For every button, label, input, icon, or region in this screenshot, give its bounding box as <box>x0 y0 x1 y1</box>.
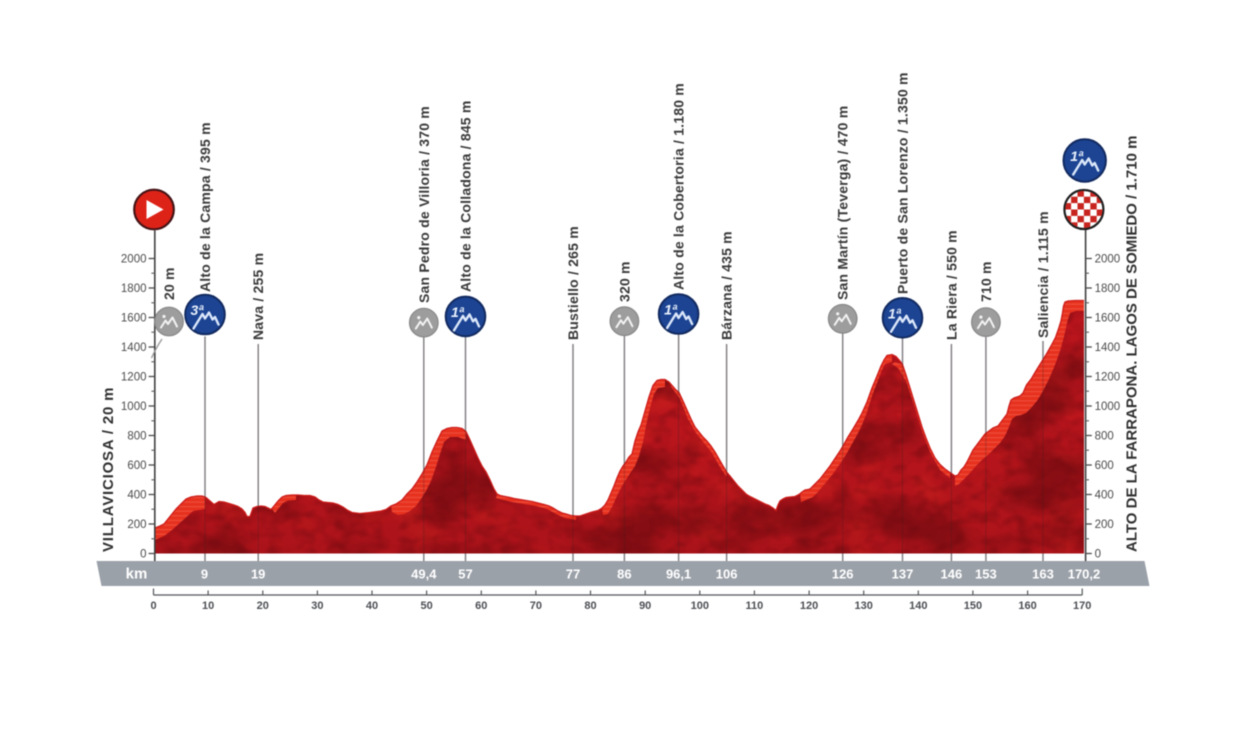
svg-text:km: km <box>126 566 148 583</box>
svg-text:San Martín (Teverga) / 470 m: San Martín (Teverga) / 470 m <box>835 106 851 300</box>
svg-text:Bárzana / 435 m: Bárzana / 435 m <box>719 231 735 340</box>
svg-text:50: 50 <box>420 600 432 612</box>
svg-text:1200: 1200 <box>1095 372 1121 384</box>
svg-text:30: 30 <box>311 600 323 612</box>
svg-text:800: 800 <box>127 431 146 443</box>
svg-text:2000: 2000 <box>1095 254 1121 266</box>
svg-text:90: 90 <box>639 600 651 612</box>
svg-text:20: 20 <box>257 600 269 612</box>
svg-text:170,2: 170,2 <box>1068 567 1101 582</box>
svg-text:126: 126 <box>832 567 854 582</box>
svg-text:1400: 1400 <box>1095 342 1121 354</box>
svg-text:153: 153 <box>975 567 997 582</box>
svg-text:800: 800 <box>1095 431 1114 443</box>
svg-text:VILLAVICIOSA / 20 m: VILLAVICIOSA / 20 m <box>100 387 117 552</box>
svg-text:19: 19 <box>251 567 265 582</box>
svg-text:Alto de la Campa / 395 m: Alto de la Campa / 395 m <box>197 122 213 292</box>
svg-text:1400: 1400 <box>121 342 147 354</box>
svg-text:Nava / 255 m: Nava / 255 m <box>250 253 266 340</box>
svg-text:Alto de la Colladona / 845 m: Alto de la Colladona / 845 m <box>458 100 474 292</box>
svg-text:160: 160 <box>1018 600 1036 612</box>
svg-text:1600: 1600 <box>1095 313 1121 325</box>
svg-text:600: 600 <box>127 460 146 472</box>
svg-text:1800: 1800 <box>121 283 147 295</box>
svg-text:400: 400 <box>127 490 146 502</box>
svg-text:La Riera / 550 m: La Riera / 550 m <box>943 230 959 340</box>
svg-text:Alto de la Cobertoria / 1.180: Alto de la Cobertoria / 1.180 m <box>671 83 687 290</box>
svg-text:1ª: 1ª <box>888 305 902 321</box>
svg-text:1ª: 1ª <box>664 302 678 318</box>
svg-text:0: 0 <box>1095 549 1101 561</box>
svg-text:100: 100 <box>691 600 709 612</box>
svg-text:57: 57 <box>458 567 472 582</box>
svg-text:106: 106 <box>716 567 738 582</box>
svg-text:77: 77 <box>566 567 580 582</box>
svg-text:49,4: 49,4 <box>411 567 437 582</box>
svg-text:10: 10 <box>202 600 214 612</box>
svg-text:3ª: 3ª <box>191 302 205 318</box>
svg-text:1800: 1800 <box>1095 283 1121 295</box>
svg-text:140: 140 <box>909 600 927 612</box>
svg-text:710 m: 710 m <box>978 261 994 302</box>
svg-text:600: 600 <box>1095 460 1114 472</box>
svg-text:163: 163 <box>1032 567 1054 582</box>
svg-text:40: 40 <box>366 600 378 612</box>
svg-text:200: 200 <box>1095 519 1114 531</box>
svg-text:86: 86 <box>617 567 631 582</box>
svg-text:1600: 1600 <box>121 313 147 325</box>
svg-text:146: 146 <box>941 567 963 582</box>
svg-text:120: 120 <box>800 600 818 612</box>
svg-text:110: 110 <box>746 600 764 612</box>
svg-text:400: 400 <box>1095 490 1114 502</box>
svg-text:Saliencia / 1.115 m: Saliencia / 1.115 m <box>1035 211 1051 338</box>
svg-text:Puerto de San Lorenzo / 1.350: Puerto de San Lorenzo / 1.350 m <box>895 72 911 294</box>
svg-text:ALTO DE LA FARRAPONA. LAGOS DE: ALTO DE LA FARRAPONA. LAGOS DE SOMIEDO /… <box>1124 136 1141 552</box>
svg-text:0: 0 <box>140 549 146 561</box>
svg-text:170: 170 <box>1073 600 1091 612</box>
svg-text:70: 70 <box>530 600 542 612</box>
svg-text:Bustiello / 265 m: Bustiello / 265 m <box>565 226 581 340</box>
svg-text:1000: 1000 <box>121 401 147 413</box>
svg-text:320 m: 320 m <box>616 261 632 302</box>
svg-text:1ª: 1ª <box>451 304 465 320</box>
svg-text:150: 150 <box>964 600 982 612</box>
svg-text:200: 200 <box>127 519 146 531</box>
svg-text:137: 137 <box>892 567 914 582</box>
svg-text:1000: 1000 <box>1095 401 1121 413</box>
svg-text:80: 80 <box>584 600 596 612</box>
svg-text:20 m: 20 m <box>161 267 177 300</box>
svg-text:96,1: 96,1 <box>666 567 691 582</box>
svg-text:0: 0 <box>150 600 156 612</box>
svg-text:60: 60 <box>475 600 487 612</box>
svg-text:1ª: 1ª <box>1070 148 1084 164</box>
svg-text:9: 9 <box>201 567 208 582</box>
svg-text:2000: 2000 <box>121 254 147 266</box>
svg-text:San Pedro de Villoria / 370 m: San Pedro de Villoria / 370 m <box>416 106 432 303</box>
svg-text:1200: 1200 <box>121 372 147 384</box>
svg-text:130: 130 <box>855 600 873 612</box>
